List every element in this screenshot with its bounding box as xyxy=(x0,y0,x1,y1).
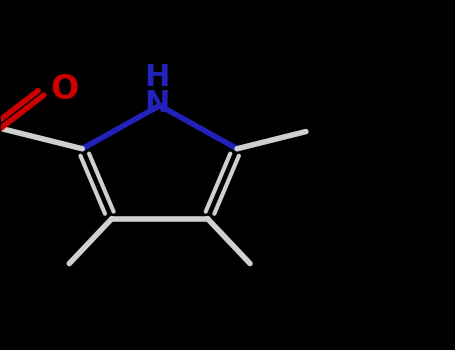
Text: H: H xyxy=(145,63,170,92)
Text: N: N xyxy=(145,89,170,118)
Text: O: O xyxy=(50,73,78,106)
